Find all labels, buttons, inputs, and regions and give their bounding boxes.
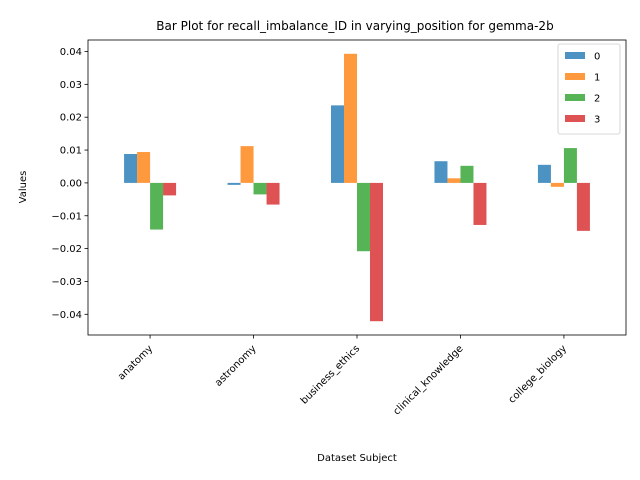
bar-series-2-anatomy [150,182,164,230]
legend-swatch-2 [565,94,585,101]
x-tick-label-college_biology: college_biology [507,343,569,405]
bar-series-2-college_biology [563,148,577,183]
y-tick-label: 0.00 [60,178,82,189]
bar-series-0-clinical_knowledge [434,161,448,183]
y-tick-label: −0.04 [51,310,82,321]
bar-series-0-astronomy [227,182,241,185]
legend-label-2: 2 [594,94,600,105]
x-tick-label-astronomy: astronomy [213,343,259,389]
x-tick-label-anatomy: anatomy [116,343,155,382]
y-axis: −0.04 −0.03 −0.02 −0.01 0.00 0.01 0.02 0.03 0.04 [51,47,88,321]
bar-series-3-anatomy [163,182,177,196]
legend-swatch-1 [565,73,585,80]
y-tick-label: −0.02 [51,244,82,255]
bar-series-1-anatomy [137,152,151,183]
bar-series-1-clinical_knowledge [447,178,461,183]
bar-series-0-anatomy [124,153,138,183]
bar-series-3-astronomy [266,182,280,205]
y-tick-label: 0.04 [60,47,82,58]
y-axis-title: Values [18,171,29,204]
legend: 0 1 2 3 [557,43,621,135]
bar-series-2-business_ethics [357,182,370,252]
legend-label-1: 1 [594,73,600,84]
bar-series-2-clinical_knowledge [460,165,474,183]
chart-title: Bar Plot for recall_imbalance_ID in vary… [156,19,553,33]
y-tick-label: 0.01 [60,146,82,157]
y-tick-label: −0.03 [51,277,82,288]
x-tick-label-business_ethics: business_ethics [299,343,362,406]
x-axis-title: Dataset Subject [317,453,397,464]
legend-label-0: 0 [594,52,600,63]
bar-series-0-business_ethics [331,105,344,183]
x-tick-label-clinical_knowledge: clinical_knowledge [391,343,465,417]
x-axis: anatomy astronomy business_ethics clinical_… [116,335,569,417]
legend-swatch-0 [565,52,585,59]
bars-group [124,53,590,322]
y-tick-label: 0.03 [60,80,82,91]
y-tick-label: 0.02 [60,113,82,124]
bar-series-3-business_ethics [370,182,383,322]
legend-box [557,43,621,135]
legend-swatch-3 [565,115,585,122]
bar-series-3-college_biology [576,182,590,231]
bar-series-1-astronomy [240,146,254,183]
y-tick-label: −0.01 [51,211,82,222]
bar-series-1-college_biology [550,182,564,187]
bar-series-3-clinical_knowledge [473,182,487,225]
legend-label-3: 3 [594,115,600,126]
bar-series-0-college_biology [537,164,551,183]
bar-series-2-astronomy [253,182,267,195]
bar-series-1-business_ethics [344,53,357,183]
